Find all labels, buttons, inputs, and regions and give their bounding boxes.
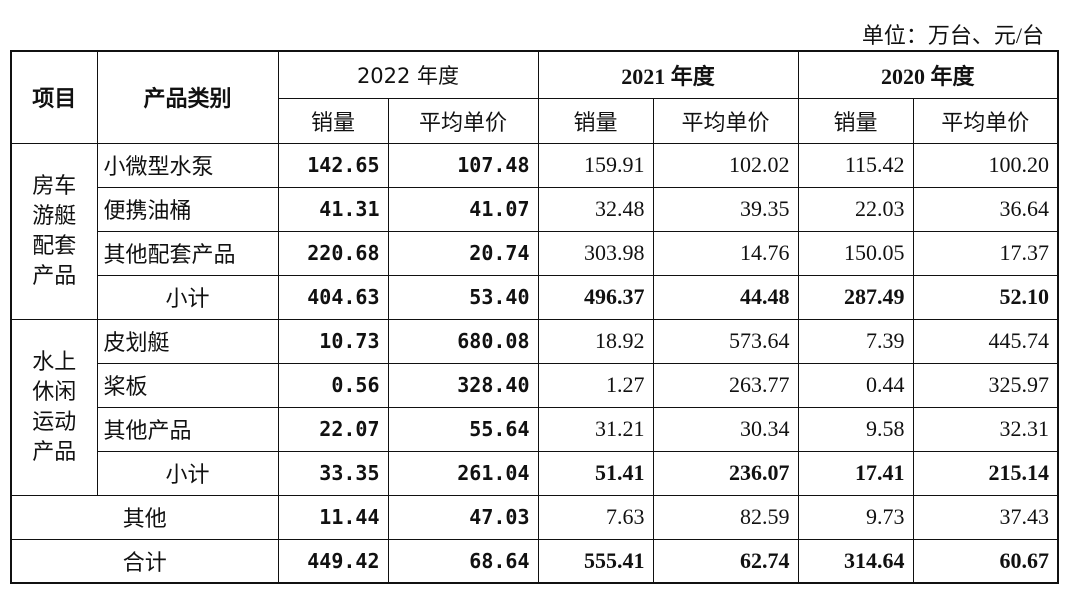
value-cell: 215.14 — [912, 450, 1059, 496]
value-cell: 159.91 — [537, 142, 654, 188]
value-cell: 36.64 — [912, 186, 1059, 232]
table-body: 项目 产品类别 2022 年度 2021 年度 2020 年度 销量 平均单价 销量 平均单价销… — [10, 50, 1059, 584]
value-cell: 14.76 — [652, 230, 799, 276]
value-cell: 236.07 — [652, 450, 799, 496]
value-cell: 30.34 — [652, 406, 799, 452]
data-row: 其他产品 22.07 55.64 31.21 30.34 9.58 32.31 — [11, 406, 1059, 452]
value-cell: 0.56 — [277, 362, 389, 408]
value-cell: 18.92 — [537, 318, 654, 364]
value-cell: 303.98 — [537, 230, 654, 276]
value-cell: 32.48 — [537, 186, 654, 232]
value-cell: 20.74 — [387, 230, 539, 276]
value-cell: 9.58 — [797, 406, 914, 452]
data-row: 房车游艇配套产品 小微型水泵 142.65 107.48 159.91 102.02 115… — [10, 142, 1059, 320]
value-cell: 680.08 — [387, 318, 539, 364]
category-name: 小微型水泵 — [96, 142, 279, 188]
value-cell: 33.35 — [277, 450, 389, 496]
value-cell: 17.41 — [797, 450, 914, 496]
value-cell: 22.07 — [277, 406, 389, 452]
sub-header: 销量 — [277, 97, 389, 144]
data-row: 水上休闲运动产品 皮划艇 10.73 680.08 18.92 573.64 7.39 445… — [10, 318, 1059, 496]
value-cell: 445.74 — [912, 318, 1059, 364]
subtotal-label: 小计 — [96, 274, 279, 320]
year-header: 2021 年度 — [537, 50, 799, 99]
header-row: 项目 产品类别 2022 年度 2021 年度 2020 年度 — [10, 50, 1059, 144]
value-cell: 0.44 — [797, 362, 914, 408]
value-cell: 7.63 — [537, 494, 654, 540]
sales-table: 项目 产品类别 2022 年度 2021 年度 2020 年度 销量 平均单价 销量 平均单价销… — [10, 50, 1060, 584]
value-cell: 1.27 — [537, 362, 654, 408]
value-cell: 496.37 — [537, 274, 654, 320]
value-cell: 328.40 — [387, 362, 539, 408]
value-cell: 39.35 — [652, 186, 799, 232]
data-row: 桨板 0.56 328.40 1.27 263.77 0.44 325.97 — [11, 362, 1059, 408]
value-cell: 220.68 — [277, 230, 389, 276]
value-cell: 150.05 — [797, 230, 914, 276]
group-label: 水上休闲运动产品 — [10, 318, 98, 496]
value-cell: 41.31 — [277, 186, 389, 232]
category-name: 其他产品 — [96, 406, 279, 452]
value-cell: 10.73 — [277, 318, 389, 364]
total-row: 合计 449.42 68.64 555.41 62.74 314.64 60.67 — [10, 538, 1059, 584]
value-cell: 44.48 — [652, 274, 799, 320]
value-cell: 7.39 — [797, 318, 914, 364]
value-cell: 31.21 — [537, 406, 654, 452]
subtotal-row: 小计 404.63 53.40 496.37 44.48 287.49 52.10 — [11, 274, 1059, 320]
row-label: 其他 — [10, 494, 279, 540]
value-cell: 32.31 — [912, 406, 1059, 452]
category-name: 便携油桶 — [96, 186, 279, 232]
value-cell: 55.64 — [387, 406, 539, 452]
value-cell: 325.97 — [912, 362, 1059, 408]
value-cell: 314.64 — [797, 538, 914, 584]
value-cell: 62.74 — [652, 538, 799, 584]
value-cell: 115.42 — [797, 142, 914, 188]
value-cell: 22.03 — [797, 186, 914, 232]
value-cell: 51.41 — [537, 450, 654, 496]
value-cell: 41.07 — [387, 186, 539, 232]
value-cell: 37.43 — [912, 494, 1059, 540]
value-cell: 52.10 — [912, 274, 1059, 320]
value-cell: 9.73 — [797, 494, 914, 540]
value-cell: 287.49 — [797, 274, 914, 320]
value-cell: 102.02 — [652, 142, 799, 188]
value-cell: 449.42 — [277, 538, 389, 584]
sub-header: 平均单价 — [652, 97, 799, 144]
unit-note: 单位：万台、元/台 — [861, 23, 1044, 48]
value-cell: 47.03 — [387, 494, 539, 540]
value-cell: 68.64 — [387, 538, 539, 584]
value-cell: 142.65 — [277, 142, 389, 188]
category-name: 其他配套产品 — [96, 230, 279, 276]
sub-header: 销量 — [797, 97, 914, 144]
value-cell: 17.37 — [912, 230, 1059, 276]
value-cell: 11.44 — [277, 494, 389, 540]
value-cell: 53.40 — [387, 274, 539, 320]
value-cell: 404.63 — [277, 274, 389, 320]
category-name: 皮划艇 — [96, 318, 279, 364]
row-label: 合计 — [10, 538, 279, 584]
value-cell: 60.67 — [912, 538, 1059, 584]
sub-header: 销量 — [537, 97, 654, 144]
subtotal-row: 小计 33.35 261.04 51.41 236.07 17.41 215.14 — [11, 450, 1059, 496]
category-name: 桨板 — [96, 362, 279, 408]
header-cell: 产品类别 — [96, 50, 279, 144]
value-cell: 573.64 — [652, 318, 799, 364]
year-header: 2020 年度 — [797, 50, 1059, 99]
value-cell: 555.41 — [537, 538, 654, 584]
header-cell: 项目 — [10, 50, 98, 144]
group-label: 房车游艇配套产品 — [10, 142, 98, 320]
value-cell: 261.04 — [387, 450, 539, 496]
value-cell: 263.77 — [652, 362, 799, 408]
value-cell: 100.20 — [912, 142, 1059, 188]
data-row: 便携油桶 41.31 41.07 32.48 39.35 22.03 36.64 — [11, 186, 1059, 232]
value-cell: 107.48 — [387, 142, 539, 188]
other-row: 其他 11.44 47.03 7.63 82.59 9.73 37.43 — [10, 494, 1059, 540]
data-row: 其他配套产品 220.68 20.74 303.98 14.76 150.05 17.37 — [11, 230, 1059, 276]
year-header: 2022 年度 — [277, 50, 539, 99]
subtotal-label: 小计 — [96, 450, 279, 496]
sub-header: 平均单价 — [387, 97, 539, 144]
sub-header: 平均单价 — [912, 97, 1059, 144]
value-cell: 82.59 — [652, 494, 799, 540]
